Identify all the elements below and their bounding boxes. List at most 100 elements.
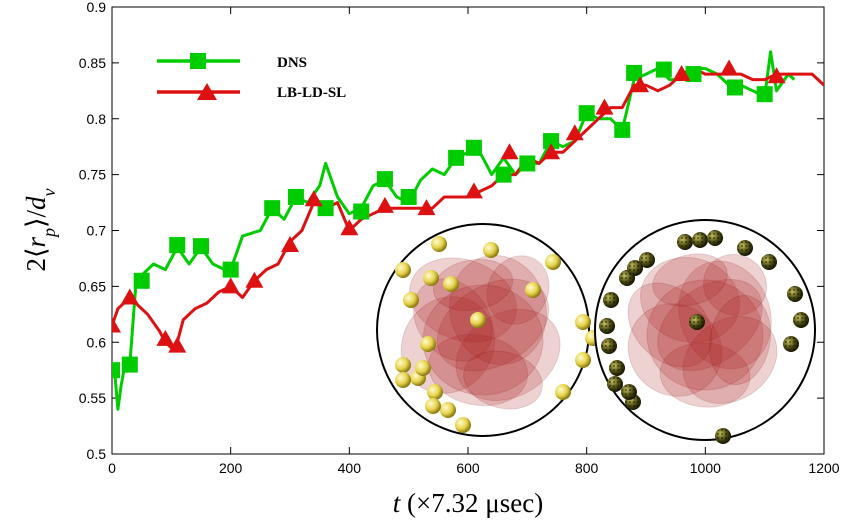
droplet-shape [448,254,548,366]
marker-dns [317,200,334,217]
marker-dns [543,133,560,150]
particle-texture [761,254,777,270]
particle [423,270,439,286]
marker-lb-ld-sl [672,65,691,82]
y-tick-label: 0.85 [79,55,106,71]
particle [483,242,499,258]
x-axis-label: t (×7.32 μsec) [393,488,543,518]
particle [470,312,486,328]
marker-dns [353,203,370,220]
y-tick-label: 0.55 [79,390,106,406]
particle [395,357,411,373]
droplet-shape [455,308,561,402]
y-tick-label: 0.65 [79,278,106,294]
marker-lb-ld-sl [417,199,436,216]
marker-dns [685,66,702,83]
particle-texture [639,252,655,268]
particle [455,417,471,433]
marker-dns [448,149,465,166]
axis-ticks: 0 200 400 600 800 1000 1200 0.5 0.55 0.6 0.65 0.7 0.… [79,0,840,476]
particle [420,336,436,352]
marker-lb-ld-sl [112,316,121,333]
marker-dns [222,261,239,278]
y-tick-label: 0.8 [87,111,107,127]
y-tick-label: 0.5 [87,446,107,462]
particle [395,262,411,278]
marker-lb-ld-sl [340,219,359,236]
droplet-shape [486,255,550,325]
marker-lb-ld-sl [120,288,139,305]
particle [427,384,443,400]
x-axis-label-var: t [393,488,402,518]
particle-texture [599,318,615,334]
y-axis-label-mid: ⟩/ [21,209,51,228]
particle-texture [621,384,637,400]
marker-dns [133,272,150,289]
particle-texture [627,260,643,276]
particle-texture [603,292,619,308]
x-tick-label: 800 [575,460,599,476]
marker-lb-ld-sl [245,271,264,288]
particle-texture [607,376,623,392]
particle-texture [609,360,625,376]
droplet-shape [659,342,751,408]
x-tick-label: 1200 [808,460,839,476]
marker-dns [626,64,643,81]
particle-texture [737,240,753,256]
droplet-shape [702,253,768,317]
marker-lb-ld-sl [720,59,739,76]
marker-lb-ld-sl [281,236,299,253]
inset-particle-images [376,219,816,444]
marker-dns [193,238,209,255]
marker-dns [169,237,186,254]
particle [525,282,541,298]
y-axis-label-var2: d [21,196,51,210]
marker-dns [465,139,482,156]
y-axis-label-sub: p [39,228,59,239]
marker-dns [756,86,773,103]
marker-lb-ld-sl [168,336,187,353]
inset-circle [594,219,816,441]
particle [431,236,447,252]
legend-label-lb: LB-LD-SL [277,85,346,101]
x-tick-label: 600 [456,460,480,476]
series-layer [112,50,824,411]
droplet-shape [436,278,550,372]
particle [575,352,591,368]
marker-lb-ld-sl [304,190,323,207]
marker-dns [376,171,393,188]
legend-marker-lb [197,83,217,100]
marker-dns [287,188,304,205]
particle [555,384,571,400]
droplet-shape [432,258,514,312]
marker-dns [264,200,281,217]
marker-lb-ld-sl [631,76,650,93]
droplet-shape [463,350,543,410]
droplet-shape [646,279,764,391]
particle-texture [707,230,723,246]
particle [425,398,441,414]
marker-dns [400,188,417,205]
droplet-shape [627,282,713,368]
particle [403,292,419,308]
particle-texture [793,312,809,328]
droplet-shape [708,294,772,386]
particle-texture [787,286,803,302]
marker-lb-ld-sl [221,277,240,294]
droplet-shape [682,315,778,405]
y-axis-label: 2⟨rp⟩/dv [21,188,59,271]
particle-texture [677,234,693,250]
marker-dns [495,166,512,183]
y-axis-label-sub2: v [39,188,59,196]
x-tick-label: 0 [108,460,116,476]
droplet-shape [678,260,772,370]
particle-texture [601,338,617,354]
legend-marker-dns [190,53,206,69]
y-axis-label-pre: 2⟨ [21,248,51,272]
y-tick-label: 0.6 [87,334,107,350]
particle [545,254,561,270]
particle [575,314,591,330]
marker-lb-ld-sl [500,143,519,160]
marker-lb-ld-sl [464,182,483,199]
